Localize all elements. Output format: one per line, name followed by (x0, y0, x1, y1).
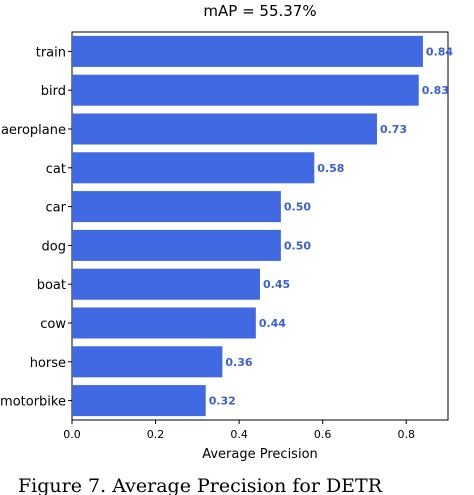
bar-motorbike (72, 385, 206, 417)
x-axis-label: Average Precision (202, 447, 318, 462)
plot-frame (71, 31, 449, 421)
category-label-boat: boat (37, 278, 66, 293)
category-label-dog: dog (42, 239, 66, 254)
category-label-motorbike: motorbike (0, 395, 66, 410)
bar-cat (72, 152, 315, 184)
value-label-motorbike: 0.32 (209, 395, 236, 408)
category-labels: train bird aeroplane cat car dog boat cow horse m… (0, 45, 72, 410)
bar-cow (72, 307, 256, 339)
value-label-cow: 0.44 (259, 317, 286, 330)
x-tick-label-0.4: 0.4 (230, 428, 248, 441)
x-tick-label-0.6: 0.6 (314, 428, 332, 441)
category-label-cat: cat (46, 162, 66, 177)
value-label-car: 0.50 (284, 201, 311, 214)
category-label-car: car (46, 201, 67, 216)
bar-boat (72, 268, 260, 300)
category-label-train: train (36, 45, 66, 60)
x-tick-label-0.0: 0.0 (63, 428, 81, 441)
value-label-dog: 0.50 (284, 239, 311, 252)
bar-car (72, 191, 281, 223)
x-axis-ticks: 0.0 0.2 0.4 0.6 0.8 (63, 420, 415, 441)
value-label-cat: 0.58 (317, 162, 344, 175)
bar-dog (72, 229, 281, 261)
value-label-horse: 0.36 (225, 356, 252, 369)
bar-horse (72, 346, 223, 378)
category-label-cow: cow (40, 317, 66, 332)
x-tick-label-0.8: 0.8 (397, 428, 415, 441)
category-label-bird: bird (41, 84, 66, 99)
value-label-aeroplane: 0.73 (380, 123, 407, 136)
category-label-horse: horse (30, 356, 66, 371)
bars-group: 0.84 0.83 0.73 0.58 0.50 0.50 0.45 0.44 0.36 0.32 (72, 35, 453, 417)
x-tick-label-0.2: 0.2 (147, 428, 165, 441)
value-label-train: 0.84 (426, 45, 453, 58)
value-label-boat: 0.45 (263, 278, 290, 291)
value-label-bird: 0.83 (422, 84, 449, 97)
category-label-aeroplane: aeroplane (1, 123, 66, 138)
bar-train (72, 35, 423, 67)
chart-title: mAP = 55.37% (203, 2, 316, 20)
bar-aeroplane (72, 113, 377, 145)
bar-bird (72, 74, 419, 106)
figure-caption: Figure 7. Average Precision for DETR (18, 475, 383, 495)
